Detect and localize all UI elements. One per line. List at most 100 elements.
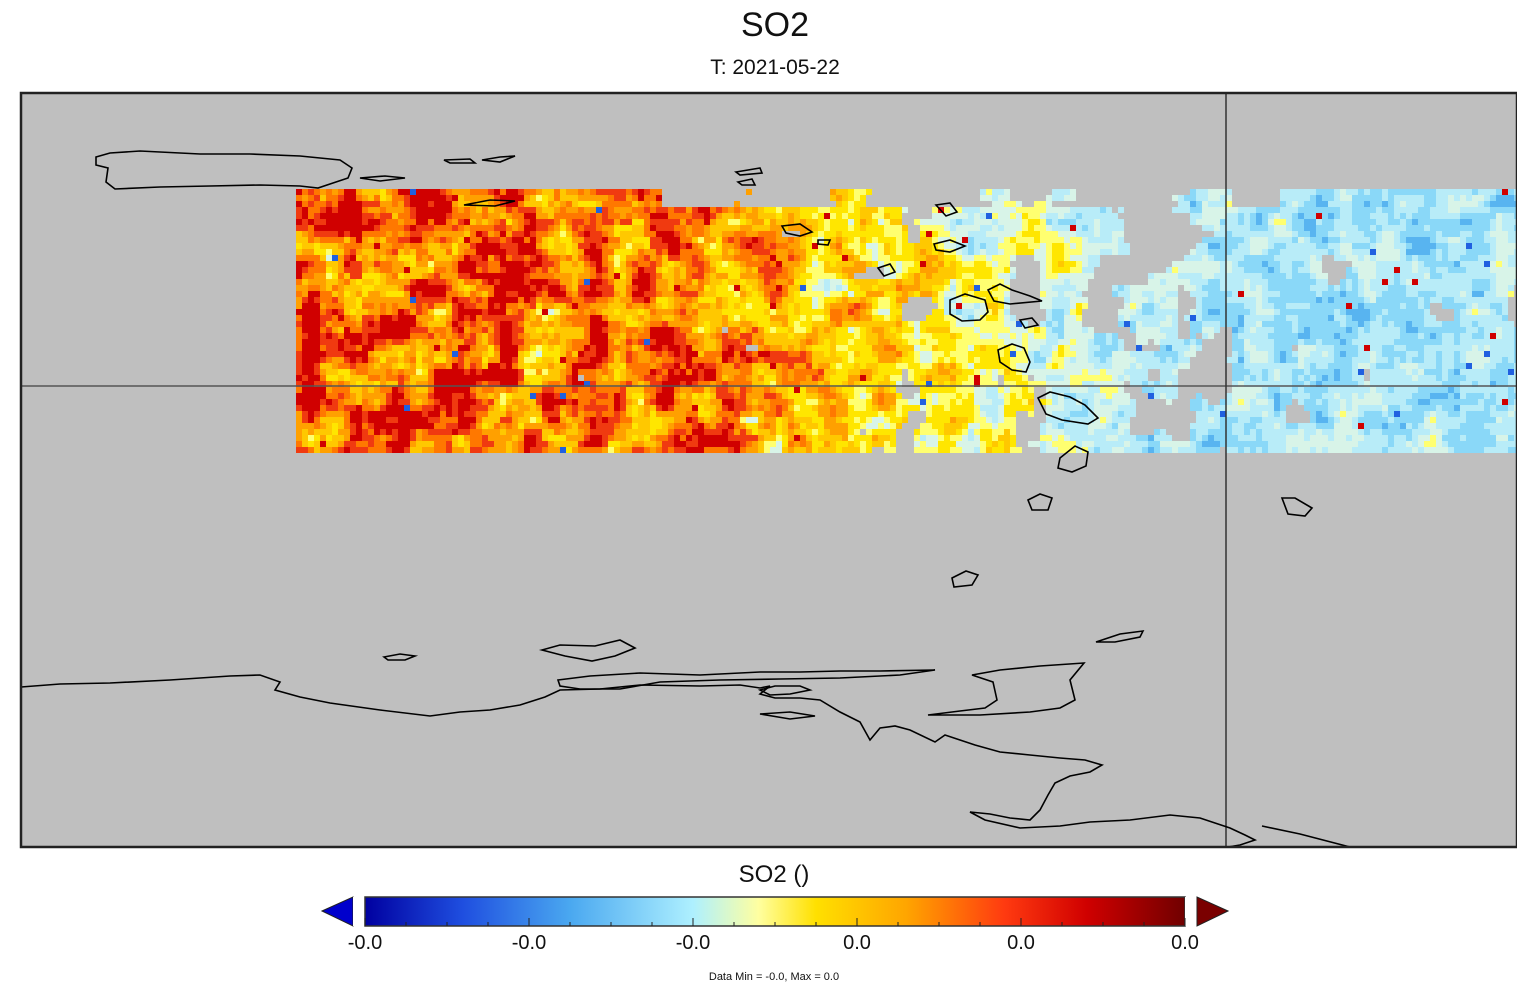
swath-cell: [746, 327, 752, 333]
swath-cell: [1130, 315, 1136, 321]
swath-cell: [1142, 327, 1148, 333]
swath-cell: [710, 273, 716, 279]
swath-cell: [404, 189, 410, 195]
swath-cell: [914, 291, 920, 297]
swath-cell: [488, 201, 494, 207]
swath-cell: [1406, 207, 1412, 213]
swath-cell: [368, 237, 374, 243]
swath-cell: [326, 279, 332, 285]
swath-cell: [542, 315, 548, 321]
swath-cell: [926, 285, 932, 291]
swath-cell: [1406, 243, 1412, 249]
swath-cell: [686, 273, 692, 279]
swath-cell: [794, 255, 800, 261]
swath-cell: [698, 297, 704, 303]
swath-cell: [1124, 303, 1130, 309]
swath-cell: [494, 213, 500, 219]
swath-cell: [782, 345, 788, 351]
swath-cell: [806, 255, 812, 261]
swath-cell: [542, 255, 548, 261]
swath-cell: [614, 321, 620, 327]
swath-cell: [1412, 291, 1418, 297]
swath-cell: [608, 213, 614, 219]
swath-cell: [1364, 303, 1370, 309]
swath-cell: [494, 261, 500, 267]
swath-cell: [842, 327, 848, 333]
swath-cell: [650, 279, 656, 285]
swath-cell: [608, 345, 614, 351]
swath-cell: [824, 255, 830, 261]
swath-cell: [872, 207, 878, 213]
swath-cell: [578, 261, 584, 267]
swath-cell: [1352, 201, 1358, 207]
swath-cell: [986, 333, 992, 339]
swath-cell: [1364, 333, 1370, 339]
swath-cell: [476, 315, 482, 321]
swath-cell: [350, 219, 356, 225]
swath-cell: [422, 333, 428, 339]
swath-cell: [1076, 339, 1082, 345]
swath-cell: [776, 219, 782, 225]
swath-cell: [494, 339, 500, 345]
swath-cell: [410, 225, 416, 231]
swath-cell: [776, 231, 782, 237]
swath-cell: [1478, 279, 1484, 285]
swath-cell: [938, 333, 944, 339]
swath-cell: [920, 321, 926, 327]
swath-cell: [1412, 315, 1418, 321]
swath-cell: [1190, 249, 1196, 255]
swath-cell: [944, 219, 950, 225]
swath-cell: [638, 249, 644, 255]
swath-cell: [788, 255, 794, 261]
swath-cell: [686, 285, 692, 291]
swath-cell: [602, 291, 608, 297]
swath-cell: [518, 225, 524, 231]
swath-cell: [392, 279, 398, 285]
swath-cell: [1316, 237, 1322, 243]
swath-cell: [866, 315, 872, 321]
swath-cell: [356, 327, 362, 333]
swath-cell: [1214, 231, 1220, 237]
swath-cell: [1238, 297, 1244, 303]
swath-cell: [782, 291, 788, 297]
swath-cell: [374, 267, 380, 273]
swath-cell: [524, 225, 530, 231]
swath-cell: [488, 195, 494, 201]
swath-cell: [1448, 189, 1454, 195]
swath-cell: [788, 267, 794, 273]
swath-cell: [1058, 285, 1064, 291]
swath-cell: [866, 219, 872, 225]
swath-cell: [644, 351, 650, 357]
swath-cell: [614, 255, 620, 261]
swath-cell: [1202, 321, 1208, 327]
swath-cell: [488, 333, 494, 339]
swath-cell: [314, 219, 320, 225]
swath-cell: [968, 249, 974, 255]
swath-cell: [674, 219, 680, 225]
swath-cell: [1052, 225, 1058, 231]
swath-cell: [1460, 267, 1466, 273]
swath-cell: [590, 201, 596, 207]
swath-cell: [968, 267, 974, 273]
swath-cell: [1316, 321, 1322, 327]
swath-cell: [380, 297, 386, 303]
swath-cell: [1382, 201, 1388, 207]
swath-cell: [1238, 303, 1244, 309]
swath-cell: [674, 327, 680, 333]
swath-cell: [470, 309, 476, 315]
swath-cell: [530, 237, 536, 243]
swath-cell: [1364, 279, 1370, 285]
swath-cell: [1316, 267, 1322, 273]
swath-cell: [566, 309, 572, 315]
swath-cell: [878, 249, 884, 255]
swath-cell: [548, 255, 554, 261]
swath-cell: [398, 261, 404, 267]
swath-cell: [410, 327, 416, 333]
swath-cell: [710, 285, 716, 291]
swath-cell: [500, 279, 506, 285]
swath-cell: [1442, 339, 1448, 345]
swath-cell: [1352, 189, 1358, 195]
swath-cell: [932, 327, 938, 333]
swath-cell: [464, 279, 470, 285]
swath-cell: [1394, 243, 1400, 249]
